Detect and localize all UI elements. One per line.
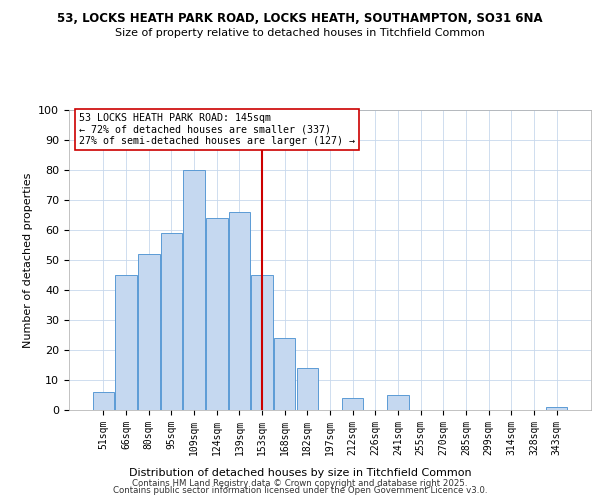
Text: 53, LOCKS HEATH PARK ROAD, LOCKS HEATH, SOUTHAMPTON, SO31 6NA: 53, LOCKS HEATH PARK ROAD, LOCKS HEATH, … [57, 12, 543, 26]
Bar [93, 392, 114, 410]
Text: Size of property relative to detached houses in Titchfield Common: Size of property relative to detached ho… [115, 28, 485, 38]
Bar [296, 368, 318, 410]
Text: Contains public sector information licensed under the Open Government Licence v3: Contains public sector information licen… [113, 486, 487, 495]
Bar [229, 212, 250, 410]
Bar [115, 275, 137, 410]
Bar [184, 170, 205, 410]
Text: Distribution of detached houses by size in Titchfield Common: Distribution of detached houses by size … [128, 468, 472, 477]
Text: Contains HM Land Registry data © Crown copyright and database right 2025.: Contains HM Land Registry data © Crown c… [132, 478, 468, 488]
Bar [251, 275, 273, 410]
Bar [342, 398, 364, 410]
Text: 53 LOCKS HEATH PARK ROAD: 145sqm
← 72% of detached houses are smaller (337)
27% : 53 LOCKS HEATH PARK ROAD: 145sqm ← 72% o… [79, 113, 355, 146]
Bar [274, 338, 295, 410]
Bar [206, 218, 227, 410]
Bar [138, 254, 160, 410]
Y-axis label: Number of detached properties: Number of detached properties [23, 172, 33, 348]
Bar [161, 233, 182, 410]
Bar [387, 395, 409, 410]
Bar [546, 407, 567, 410]
